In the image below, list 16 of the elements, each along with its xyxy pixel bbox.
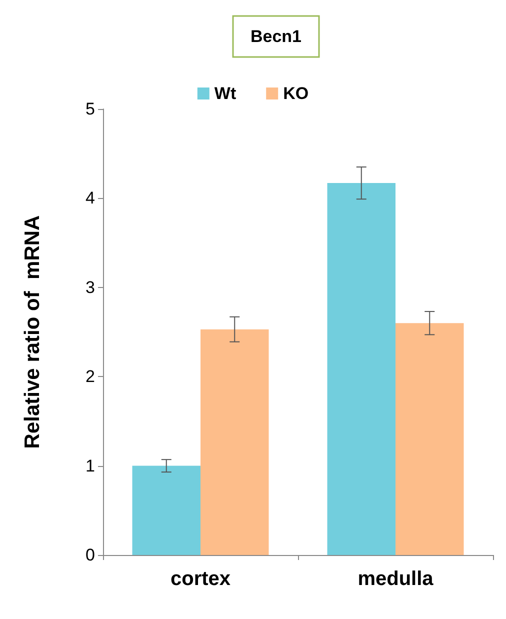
chart-title: Becn1 (250, 27, 302, 46)
legend-label: KO (283, 84, 309, 103)
bar (200, 329, 269, 555)
x-tick-label: cortex (170, 568, 231, 590)
bar (132, 466, 200, 555)
bar (396, 323, 464, 555)
y-tick-label: 1 (86, 456, 95, 476)
legend-label: Wt (214, 84, 236, 103)
y-tick-label: 2 (86, 367, 95, 386)
y-tick-label: 5 (86, 100, 95, 118)
x-tick-label: medulla (358, 568, 434, 590)
y-tick-label: 4 (86, 188, 95, 208)
y-tick-label: 0 (86, 546, 95, 564)
bar (327, 183, 396, 555)
y-axis-title: Relative ratio of mRNA (21, 215, 44, 449)
y-tick-label: 3 (86, 278, 95, 297)
